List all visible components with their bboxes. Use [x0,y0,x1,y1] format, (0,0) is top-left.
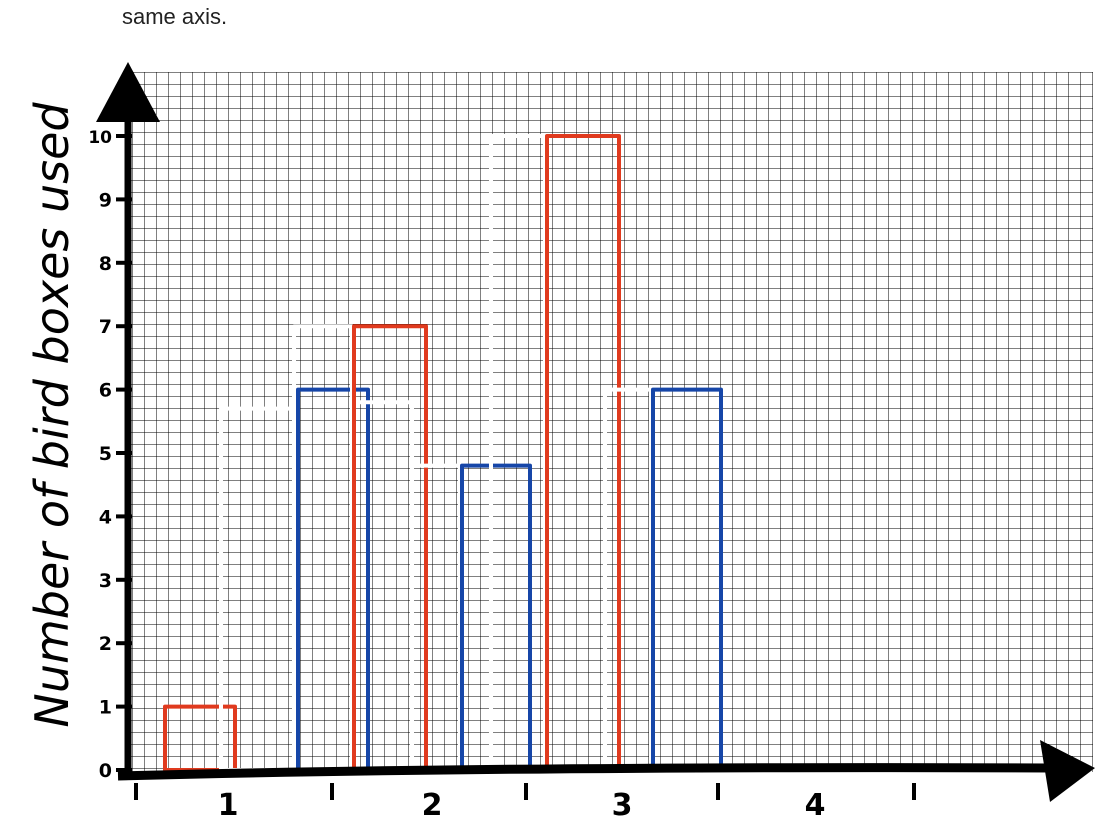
y-tick-label-1: 1 [99,697,112,719]
x-tick-label-4: 4 [805,788,826,821]
tick-labels: 0 1 2 3 4 5 6 7 8 9 10 1 2 3 4 [88,128,916,821]
y-tick-label-6: 6 [99,380,112,402]
y-tick-label-0: 0 [99,760,112,782]
x-tick-label-1: 1 [218,788,239,821]
x-tick-label-3: 3 [612,788,633,821]
y-tick-label-10: 10 [88,128,112,148]
x-axis-arrow [1040,740,1095,802]
y-tick-label-7: 7 [99,316,112,338]
y-tick-label-8: 8 [99,253,112,275]
axes [96,62,1095,802]
y-tick-label-3: 3 [99,570,112,592]
y-tick-label-2: 2 [99,633,112,655]
y-tick-label-4: 4 [99,506,112,528]
grid-paper [128,72,1093,772]
y-tick-label-5: 5 [99,443,112,465]
x-axis-line [117,763,1051,781]
x-tick-label-2: 2 [422,788,443,821]
y-axis-arrow [96,62,160,122]
caption-text: same axis. [122,4,228,29]
y-tick-label-9: 9 [99,189,112,211]
